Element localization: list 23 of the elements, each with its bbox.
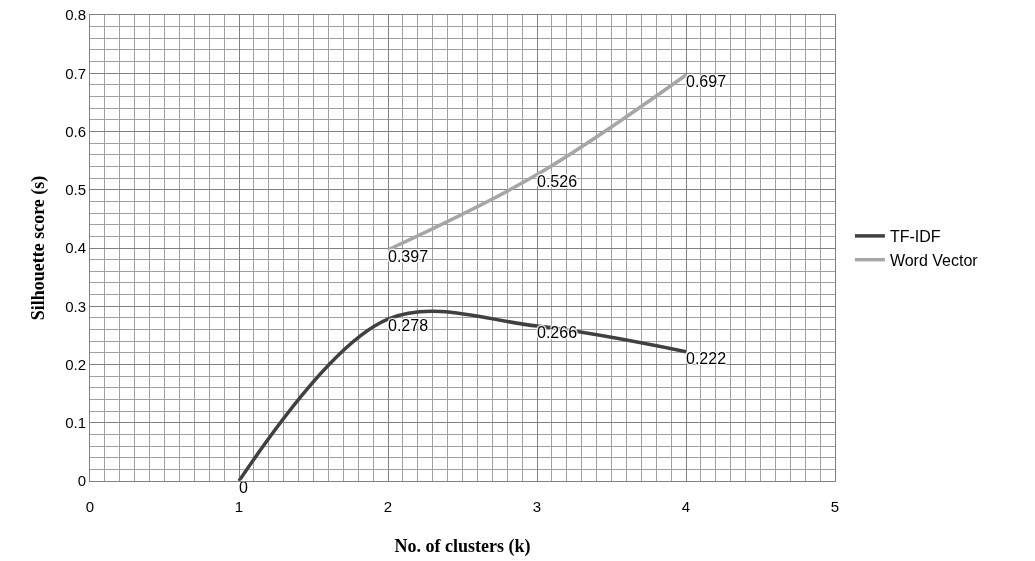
y-tick-label: 0.7 <box>65 64 86 82</box>
x-tick-label: 3 <box>532 498 542 515</box>
data-label: 0.278 <box>388 317 429 335</box>
y-tick-label: 0 <box>77 472 86 490</box>
x-tick-label: 2 <box>383 498 393 515</box>
y-tick-label: 0.6 <box>65 122 86 140</box>
y-tick-label: 0.2 <box>65 355 86 373</box>
x-tick-label: 4 <box>681 498 691 515</box>
y-tick-label: 0.5 <box>65 181 86 198</box>
y-tick-label: 0.4 <box>65 239 86 257</box>
x-tick-label: 1 <box>234 498 244 515</box>
y-tick-label: 0.8 <box>65 6 86 24</box>
legend-label: TF-IDF <box>889 228 941 246</box>
y-axis-title: Silhouette score (s) <box>28 175 50 321</box>
data-label: 0.526 <box>537 172 578 190</box>
data-label: 0.697 <box>686 73 727 90</box>
data-label: 0.222 <box>686 349 727 367</box>
data-label: 0.397 <box>388 247 429 265</box>
x-tick-label: 5 <box>830 498 840 515</box>
y-tick-label: 0.3 <box>65 297 86 315</box>
y-tick-label: 0.1 <box>65 414 86 431</box>
legend-label: Word Vector <box>889 251 979 269</box>
x-axis-title: No. of clusters (k) <box>394 536 531 558</box>
